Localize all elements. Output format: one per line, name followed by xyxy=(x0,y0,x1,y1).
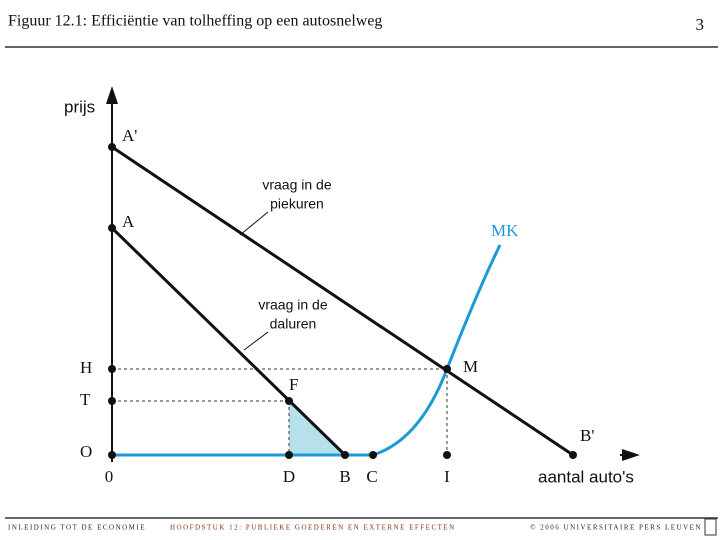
point-label: 0 xyxy=(105,467,114,486)
point-label: I xyxy=(444,467,450,486)
footer-left: INLEIDING TOT DE ECONOMIE xyxy=(8,524,146,532)
point xyxy=(341,451,349,459)
peak-demand-line xyxy=(111,145,574,457)
pointer xyxy=(239,211,269,236)
footer-right: © 2006 UNIVERSITAIRE PERS LEUVEN xyxy=(530,524,702,532)
point xyxy=(108,224,116,232)
y-axis-arrow xyxy=(106,86,118,104)
x-axis-arrow xyxy=(622,449,640,461)
point xyxy=(443,365,451,373)
point-label: O xyxy=(80,442,92,461)
diagram: prijs aantal auto's A' A H T O 0 D B C I… xyxy=(64,86,640,486)
point-label: A xyxy=(122,212,135,231)
point-label: M xyxy=(463,357,478,376)
point-label: A' xyxy=(122,126,137,145)
point xyxy=(108,365,116,373)
point-label: B xyxy=(339,467,350,486)
point xyxy=(108,397,116,405)
curve-label: MK xyxy=(491,221,519,240)
point xyxy=(285,397,293,405)
point xyxy=(369,451,377,459)
y-axis-label: prijs xyxy=(64,97,95,116)
curve-label: daluren xyxy=(270,316,317,332)
point-label: T xyxy=(80,390,91,409)
x-axis-label: aantal auto's xyxy=(538,467,634,486)
slide-title: Figuur 12.1: Efficiëntie van tolheffing … xyxy=(8,13,382,30)
point xyxy=(285,451,293,459)
point xyxy=(569,451,577,459)
point-label: B' xyxy=(580,426,594,445)
footer-center: HOOFDSTUK 12: PUBLIEKE GOEDEREN EN EXTER… xyxy=(170,524,456,532)
logo xyxy=(704,518,717,536)
point-label: H xyxy=(80,358,92,377)
point-label: D xyxy=(283,467,295,486)
offpeak-demand-line xyxy=(110,226,347,457)
point-label: C xyxy=(366,467,377,486)
curve-label: vraag in de xyxy=(262,177,331,193)
point xyxy=(108,143,116,151)
point xyxy=(108,451,116,459)
page-number: 3 xyxy=(696,15,705,34)
curve-label: vraag in de xyxy=(258,297,327,313)
point-label: F xyxy=(289,375,298,394)
curve-label: piekuren xyxy=(270,196,324,212)
pointer xyxy=(243,331,269,351)
point xyxy=(443,451,451,459)
